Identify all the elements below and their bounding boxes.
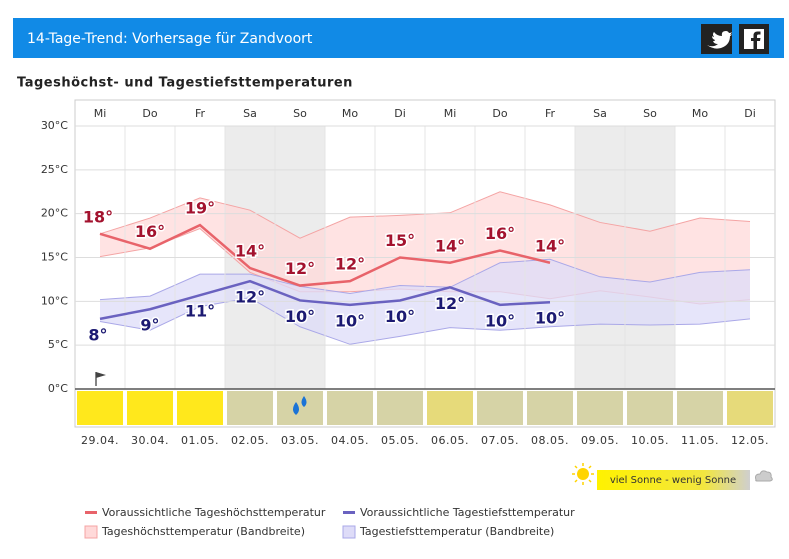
- series-line: [99, 223, 551, 287]
- weekday-label: Do: [492, 107, 507, 120]
- value-label: 19°: [185, 199, 215, 218]
- sunshine-box: [177, 391, 223, 425]
- value-label: 12°: [285, 259, 315, 278]
- legend-swatch: [85, 511, 97, 514]
- date-label: 30.04.: [131, 434, 169, 447]
- header-bar: [13, 18, 784, 58]
- rain-icon: [293, 396, 307, 415]
- value-label: 12°: [435, 294, 465, 313]
- weekday-label: Mi: [444, 107, 457, 120]
- value-label: 12°: [235, 288, 265, 307]
- legend-label: Voraussichtliche Tageshöchsttemperatur: [102, 506, 326, 519]
- legend-swatch: [342, 525, 356, 539]
- weekday-label: Fr: [195, 107, 206, 120]
- value-label: 10°: [385, 307, 415, 326]
- sunshine-box: [677, 391, 723, 425]
- value-label: 18°: [83, 207, 113, 226]
- y-tick-label: 15°C: [41, 251, 68, 264]
- value-label: 16°: [485, 224, 515, 243]
- date-label: 29.04.: [81, 434, 119, 447]
- sunshine-legend-text: viel Sonne - wenig Sonne: [610, 475, 736, 486]
- y-tick-label: 10°C: [41, 294, 68, 307]
- sunshine-box: [277, 391, 323, 425]
- cloud-icon: [755, 470, 773, 482]
- y-tick-label: 5°C: [48, 338, 68, 351]
- y-tick-label: 30°C: [41, 119, 68, 132]
- date-label: 03.05.: [281, 434, 319, 447]
- sun-rays: [572, 463, 594, 485]
- value-label: 10°: [285, 307, 315, 326]
- weekday-label: Mo: [342, 107, 358, 120]
- legend-swatch: [343, 511, 355, 514]
- legend-label: Tagestiefsttemperatur (Bandbreite): [359, 525, 554, 538]
- value-label: 12°: [335, 255, 365, 274]
- value-label: 10°: [535, 309, 565, 328]
- date-label: 08.05.: [531, 434, 569, 447]
- date-label: 11.05.: [681, 434, 719, 447]
- weekday-label: Sa: [243, 107, 257, 120]
- series-line: [99, 279, 551, 321]
- y-tick-label: 0°C: [48, 382, 68, 395]
- sunshine-box: [377, 391, 423, 425]
- weekday-label: Di: [394, 107, 406, 120]
- weekday-label: Di: [744, 107, 756, 120]
- sunshine-box: [527, 391, 573, 425]
- value-label: 14°: [535, 236, 565, 255]
- y-tick-label: 20°C: [41, 207, 68, 220]
- sunshine-box: [727, 391, 773, 425]
- value-label: 10°: [335, 311, 365, 330]
- legend-label: Voraussichtliche Tagestiefsttemperatur: [360, 506, 575, 519]
- weekday-label: Sa: [593, 107, 607, 120]
- sunshine-box: [577, 391, 623, 425]
- value-label: 14°: [435, 236, 465, 255]
- header-title: 14-Tage-Trend: Vorhersage für Zandvoort: [27, 31, 313, 47]
- date-label: 05.05.: [381, 434, 419, 447]
- weekday-label: Do: [142, 107, 157, 120]
- y-tick-label: 25°C: [41, 163, 68, 176]
- twitter-icon: [707, 31, 732, 49]
- sunshine-box: [427, 391, 473, 425]
- date-label: 04.05.: [331, 434, 369, 447]
- date-label: 02.05.: [231, 434, 269, 447]
- date-label: 01.05.: [181, 434, 219, 447]
- weekday-label: Mi: [94, 107, 107, 120]
- weekday-label: Mo: [692, 107, 708, 120]
- value-label: 15°: [385, 231, 415, 250]
- sun-icon: [577, 468, 589, 480]
- date-label: 12.05.: [731, 434, 769, 447]
- date-label: 09.05.: [581, 434, 619, 447]
- value-label: 14°: [235, 242, 265, 261]
- chart-title: Tageshöchst- und Tagestiefsttemperaturen: [17, 76, 353, 91]
- sunshine-box: [627, 391, 673, 425]
- legend-swatch: [84, 525, 98, 539]
- value-label: 8°: [88, 325, 107, 344]
- sunshine-box: [327, 391, 373, 425]
- value-label: 10°: [485, 311, 515, 330]
- value-label: 11°: [185, 302, 215, 321]
- sunshine-box: [477, 391, 523, 425]
- sunshine-box: [77, 391, 123, 425]
- value-label: 9°: [140, 316, 159, 335]
- weekday-label: So: [293, 107, 307, 120]
- wind-flag: [96, 372, 106, 378]
- sunshine-box: [127, 391, 173, 425]
- legend-label: Tageshöchsttemperatur (Bandbreite): [101, 525, 305, 538]
- sunshine-box: [227, 391, 273, 425]
- date-label: 07.05.: [481, 434, 519, 447]
- date-label: 06.05.: [431, 434, 469, 447]
- sunshine-legend-box: [597, 470, 750, 490]
- value-label: 16°: [135, 222, 165, 241]
- facebook-f: [751, 31, 761, 49]
- date-label: 10.05.: [631, 434, 669, 447]
- weekday-label: So: [643, 107, 657, 120]
- weekday-label: Fr: [545, 107, 556, 120]
